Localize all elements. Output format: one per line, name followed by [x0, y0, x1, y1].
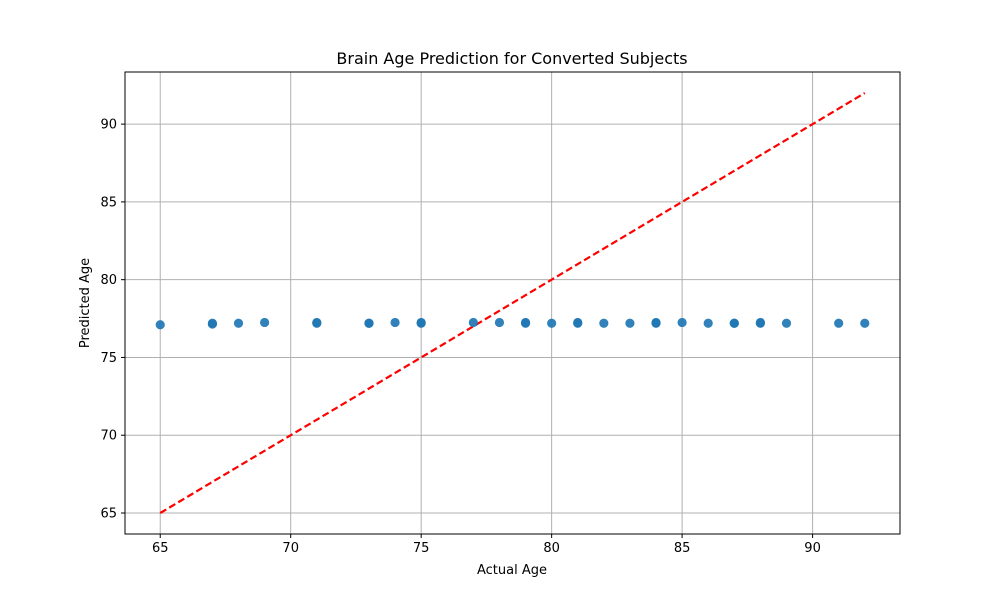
data-point	[834, 318, 844, 328]
data-point	[390, 317, 400, 328]
data-point	[494, 317, 505, 328]
x-axis-ticks: 65 70 75 80 85 90	[152, 534, 821, 556]
data-point	[781, 318, 792, 328]
data-point	[260, 317, 270, 328]
data-point	[155, 320, 165, 330]
data-point	[468, 317, 478, 328]
y-tick-label: 90	[100, 118, 117, 133]
plot-frame	[124, 71, 901, 535]
y-tick-label: 85	[100, 195, 117, 210]
reference-line	[159, 92, 866, 514]
x-tick-label: 65	[152, 541, 169, 556]
data-point	[755, 317, 765, 328]
data-point	[599, 318, 609, 328]
data-point	[860, 318, 870, 328]
x-axis-label: Actual Age	[477, 563, 547, 578]
data-point	[520, 317, 531, 328]
chart-title: Brain Age Prediction for Converted Subje…	[336, 49, 687, 68]
x-tick-label: 70	[282, 541, 299, 556]
y-tick-label: 70	[100, 429, 117, 444]
data-points	[155, 317, 870, 330]
x-tick-label: 80	[543, 541, 560, 556]
x-tick-label: 75	[413, 541, 430, 556]
x-tick-label: 90	[804, 541, 821, 556]
data-point	[312, 317, 322, 328]
data-point	[233, 318, 244, 328]
y-axis-ticks: 65 70 75 80 85 90	[100, 118, 125, 522]
data-point	[547, 318, 557, 328]
y-tick-label: 65	[100, 507, 117, 522]
data-point	[677, 317, 687, 328]
data-point	[416, 317, 426, 328]
data-point	[207, 318, 218, 328]
data-point	[729, 318, 739, 328]
grid-lines	[125, 72, 900, 534]
data-point	[703, 318, 713, 328]
y-tick-label: 75	[100, 351, 117, 366]
y-tick-label: 80	[100, 273, 117, 288]
data-point	[651, 317, 661, 328]
data-point	[364, 318, 374, 328]
y-axis-label: Predicted Age	[78, 258, 93, 348]
data-point	[573, 317, 583, 328]
x-tick-label: 85	[674, 541, 691, 556]
data-point	[625, 318, 635, 328]
reference-line-group	[159, 92, 866, 514]
